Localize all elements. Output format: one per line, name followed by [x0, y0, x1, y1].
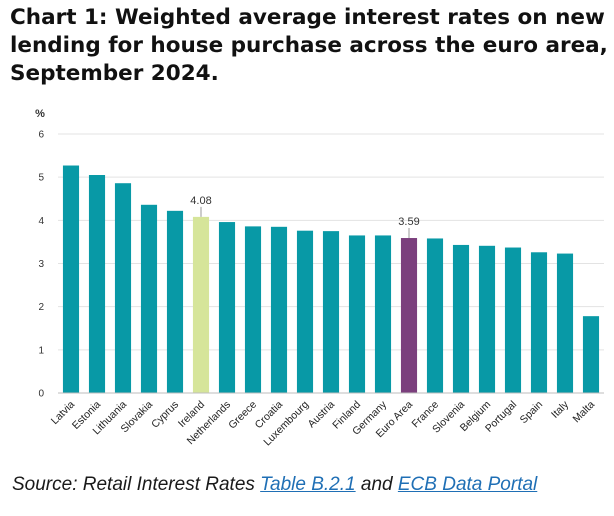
bar-luxembourg [296, 230, 314, 393]
source-note: Source: Retail Interest Rates Table B.2.… [12, 474, 537, 496]
data-label-ireland: 4.08 [190, 195, 211, 207]
x-tick-label-cyprus: Cyprus [149, 399, 181, 431]
bar-france [426, 238, 444, 393]
bar-italy [556, 253, 574, 393]
bar-belgium [478, 245, 496, 393]
y-tick-label: 3 [38, 259, 44, 270]
bar-estonia [88, 175, 106, 393]
bar-croatia [270, 226, 288, 393]
bar-euro-area [400, 238, 418, 393]
bar-ireland [192, 216, 210, 393]
x-tick-label-spain: Spain [518, 399, 546, 427]
bar-spain [530, 252, 548, 393]
chart-title: Chart 1: Weighted average interest rates… [10, 5, 608, 86]
bar-malta [582, 316, 600, 393]
y-tick-label: 2 [38, 302, 44, 313]
y-tick-label: 6 [38, 130, 44, 141]
y-tick-label: 5 [38, 173, 44, 184]
bar-finland [348, 235, 366, 393]
bar-latvia [62, 165, 80, 393]
bar-slovakia [140, 204, 158, 393]
bar-chart: 0123456%LatviaEstoniaLithuaniaSlovakiaCy… [35, 108, 604, 448]
bar-austria [322, 231, 340, 393]
bar-germany [374, 235, 392, 393]
y-tick-label: 1 [38, 345, 44, 356]
x-tick-label-malta: Malta [570, 399, 597, 426]
bar-portugal [504, 247, 522, 393]
ecb-data-portal-link[interactable]: ECB Data Portal [397, 474, 538, 495]
x-tick-label-italy: Italy [549, 398, 572, 421]
bar-greece [244, 226, 262, 393]
x-tick-label-greece: Greece [226, 399, 259, 432]
table-b21-link[interactable]: Table B.2.1 [260, 474, 356, 495]
bar-slovenia [452, 244, 470, 393]
bar-lithuania [114, 183, 132, 393]
bar-cyprus [166, 210, 184, 393]
y-axis-unit: % [35, 108, 45, 120]
bar-netherlands [218, 222, 236, 393]
source-prefix: Source: Retail Interest Rates [12, 474, 261, 495]
y-tick-label: 0 [38, 389, 44, 400]
data-label-euro-area: 3.59 [398, 216, 419, 228]
y-tick-label: 4 [38, 216, 44, 227]
source-middle: and [355, 474, 398, 495]
